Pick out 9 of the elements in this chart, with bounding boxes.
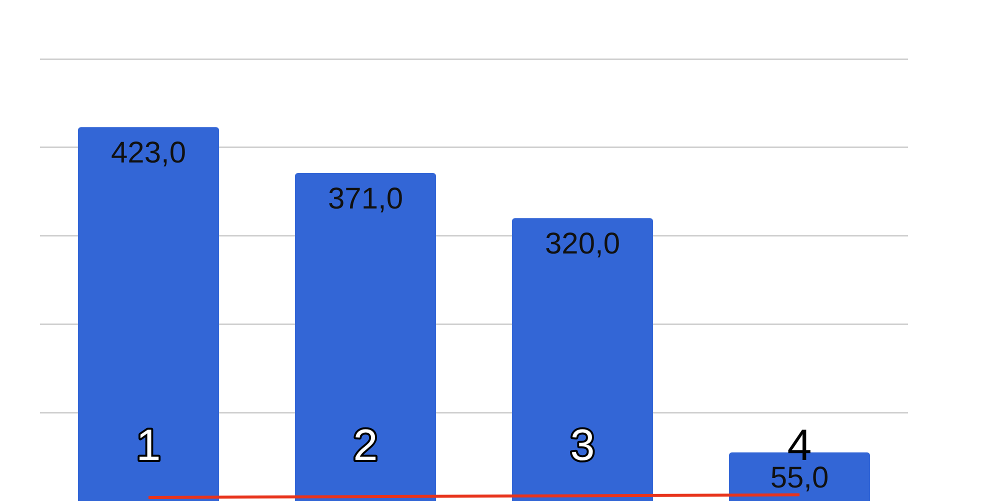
data-label: 423,0 bbox=[110, 136, 186, 170]
x-tick-label: 2 bbox=[353, 421, 378, 470]
bar bbox=[294, 173, 436, 501]
x-tick-label: 3 bbox=[570, 421, 595, 470]
data-label: 371,0 bbox=[328, 182, 404, 216]
bar bbox=[512, 218, 654, 501]
data-label: 320,0 bbox=[544, 227, 620, 260]
x-tick-label: 1 bbox=[136, 421, 161, 470]
bar bbox=[78, 127, 220, 501]
